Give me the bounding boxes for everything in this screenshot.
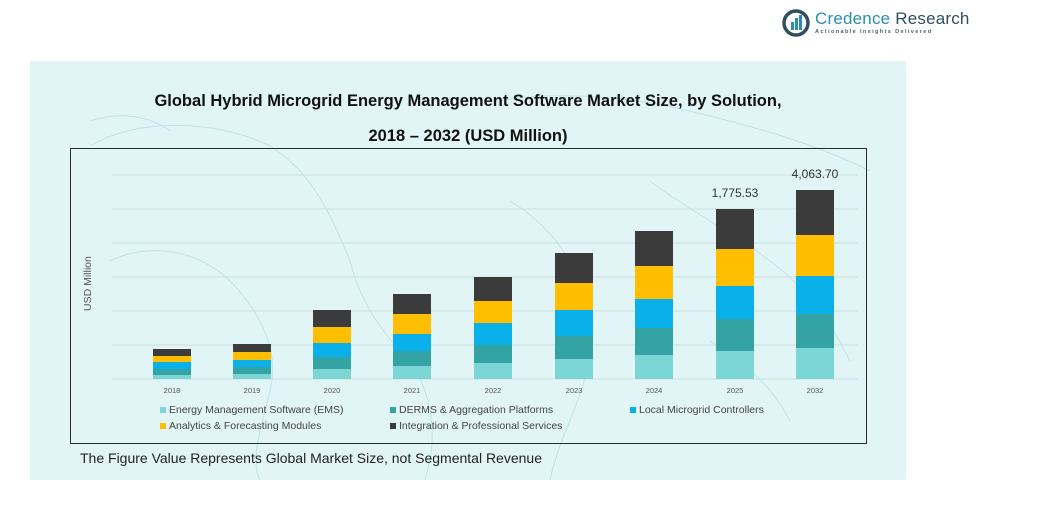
bar-segment-2023-s0 — [555, 359, 593, 379]
bar-segment-2021-s2 — [393, 334, 431, 351]
x-tick-label: 2023 — [566, 386, 583, 395]
legend-label: Analytics & Forecasting Modules — [169, 420, 322, 432]
chart-panel: Global Hybrid Microgrid Energy Managemen… — [30, 61, 906, 480]
bar-segment-2022-s4 — [474, 277, 512, 301]
legend-swatch — [630, 407, 636, 413]
legend-swatch — [160, 407, 166, 413]
legend-swatch — [390, 423, 396, 429]
bar-segment-2020-s3 — [313, 327, 351, 343]
legend: Energy Management Software (EMS) DERMS &… — [160, 402, 840, 434]
bar-segment-2021-s4 — [393, 294, 431, 314]
bar-segment-2025-s0 — [716, 351, 754, 379]
x-tick-label: 2022 — [485, 386, 502, 395]
brand-tagline: Actionable Insights Delivered — [815, 29, 933, 35]
legend-label: Integration & Professional Services — [399, 420, 563, 432]
bar-segment-2019-s0 — [233, 374, 271, 379]
bar-segment-2024-s3 — [635, 266, 673, 299]
stacked-bar-chart: 2018 2019 2020 2021 2022 2023 2024 2025 1,775.53… — [112, 167, 858, 395]
bar-segment-2018-s4 — [153, 349, 191, 356]
bar-segment-2019-s1 — [233, 367, 271, 374]
chart-title: Global Hybrid Microgrid Energy Managemen… — [154, 92, 782, 110]
legend-item-controllers: Local Microgrid Controllers — [630, 404, 830, 416]
legend-item-integration: Integration & Professional Services — [390, 420, 630, 432]
bar-segment-2019-s3 — [233, 352, 271, 360]
x-tick-label: 2021 — [404, 386, 421, 395]
bar-segment-2021-s1 — [393, 351, 431, 366]
bar-segment-2022-s2 — [474, 323, 512, 345]
bar-segment-2018-s0 — [153, 375, 191, 379]
bar-segment-2020-s0 — [313, 369, 351, 379]
credence-research-logo: Credence Research Actionable Insights De… — [782, 6, 970, 40]
bar-segment-2021-s0 — [393, 366, 431, 379]
legend-label: Local Microgrid Controllers — [639, 404, 764, 416]
data-label: 1,775.53 — [712, 186, 759, 200]
bar-segment-2024-s1 — [635, 328, 673, 355]
legend-swatch — [160, 423, 166, 429]
bar-segment-2024-s4 — [635, 231, 673, 266]
y-axis-label: USD Million — [82, 256, 94, 311]
bar-segment-2022-s3 — [474, 301, 512, 323]
bar-segment-2018-s1 — [153, 369, 191, 375]
legend-swatch — [390, 407, 396, 413]
bar-segment-2024-s2 — [635, 299, 673, 328]
bar-segment-2021-s3 — [393, 314, 431, 334]
legend-item-ems: Energy Management Software (EMS) — [160, 404, 390, 416]
footnote: The Figure Value Represents Global Marke… — [80, 450, 542, 466]
bar-segment-2020-s4 — [313, 310, 351, 327]
legend-row: Energy Management Software (EMS) DERMS &… — [160, 402, 840, 418]
bar-segment-2025-s1 — [716, 319, 754, 351]
bar-segment-2022-s1 — [474, 345, 512, 363]
bar-segment-2024-s0 — [635, 355, 673, 379]
bar-segment-2025-s4 — [716, 209, 754, 249]
bar-segment-2019-s2 — [233, 360, 271, 367]
data-label: 4,063.70 — [792, 167, 839, 181]
bar-segment-2023-s4 — [555, 253, 593, 283]
bar-segment-2032-s3 — [796, 235, 834, 276]
bar-segment-2025-s3 — [716, 249, 754, 286]
plot-area — [70, 148, 867, 444]
x-tick-label: 2019 — [244, 386, 261, 395]
bar-segment-2032-s0 — [796, 348, 834, 379]
bar-segment-2020-s1 — [313, 357, 351, 369]
bar-segment-2022-s0 — [474, 363, 512, 379]
bar-segment-2025-s2 — [716, 286, 754, 319]
brand-name: Credence Research — [815, 9, 970, 28]
x-tick-label: 2018 — [164, 386, 181, 395]
bar-segment-2032-s2 — [796, 276, 834, 314]
chart-subtitle: 2018 – 2032 (USD Million) — [368, 127, 568, 145]
bar-segment-2023-s3 — [555, 283, 593, 310]
bar-segment-2018-s2 — [153, 362, 191, 369]
bar-segment-2023-s1 — [555, 336, 593, 359]
legend-label: Energy Management Software (EMS) — [169, 404, 344, 416]
legend-row: Analytics & Forecasting Modules Integrat… — [160, 418, 840, 434]
bar-segment-2020-s2 — [313, 343, 351, 357]
x-tick-label: 2025 — [727, 386, 744, 395]
x-tick-label: 2024 — [646, 386, 663, 395]
x-tick-label: 2032 — [807, 386, 824, 395]
legend-label: DERMS & Aggregation Platforms — [399, 404, 554, 416]
bar-segment-2019-s4 — [233, 344, 271, 352]
bar-segment-2023-s2 — [555, 310, 593, 336]
bar-segment-2018-s3 — [153, 356, 191, 362]
x-tick-label: 2020 — [324, 386, 341, 395]
legend-item-analytics: Analytics & Forecasting Modules — [160, 420, 390, 432]
legend-item-derms: DERMS & Aggregation Platforms — [390, 404, 630, 416]
bar-segment-2032-s4 — [796, 190, 834, 235]
bar-segment-2032-s1 — [796, 314, 834, 348]
logo-bar-chart-icon — [782, 9, 810, 37]
